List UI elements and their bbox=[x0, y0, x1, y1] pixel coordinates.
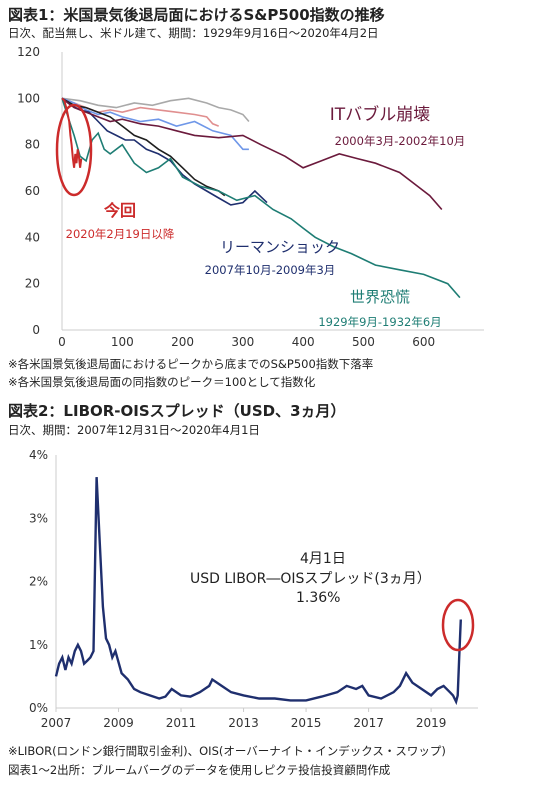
chart1-annotation-label: ITバブル崩壊 bbox=[330, 104, 430, 125]
chart2-x-tick-label: 2019 bbox=[416, 716, 447, 730]
chart2-annotation-date: 4月1日 bbox=[300, 551, 346, 567]
chart1-y-tick-label: 100 bbox=[17, 91, 40, 105]
chart2-y-tick-label: 0% bbox=[29, 701, 48, 715]
chart2-x-tick-label: 2009 bbox=[103, 716, 134, 730]
chart1-x-tick-label: 500 bbox=[352, 335, 375, 349]
chart1-title: 図表1：米国景気後退局面におけるS&P500指数の推移 bbox=[8, 6, 385, 24]
chart1-annotation-label: 世界恐慌 bbox=[350, 288, 410, 306]
chart1-x-tick-label: 0 bbox=[58, 335, 66, 349]
chart1-annotation-period: 2007年10月-2009年3月 bbox=[205, 263, 336, 277]
chart1-subtitle: 日次、配当無し、米ドル建て、期間：1929年9月16日～2020年4月2日 bbox=[8, 26, 379, 40]
chart1-series-dotcom bbox=[61, 97, 443, 211]
chart2-x-tick-label: 2017 bbox=[353, 716, 384, 730]
chart1-series-covid bbox=[61, 97, 83, 168]
chart2-plot: 0% 1% 2% 3% 4% 2007 2009 2011 2013 2015 2017 2019 bbox=[29, 448, 478, 730]
chart1-annotation-period: 2000年3月-2002年10月 bbox=[335, 134, 466, 148]
chart2-annotation-value: 1.36% bbox=[296, 590, 341, 606]
chart1-note-1: ※各米国景気後退局面におけるピークから底までのS&P500指数下落率 bbox=[8, 357, 374, 371]
chart1-y-tick-label: 40 bbox=[25, 230, 40, 244]
chart1-y-tick-label: 0 bbox=[32, 323, 40, 337]
chart1-series-black bbox=[61, 97, 226, 197]
chart2-x-tick-label: 2013 bbox=[228, 716, 259, 730]
chart1-y-tick-label: 120 bbox=[17, 45, 40, 59]
chart1-x-tick-label: 100 bbox=[111, 335, 134, 349]
chart1-x-tick-label: 200 bbox=[171, 335, 194, 349]
chart1-x-tick-label: 600 bbox=[412, 335, 435, 349]
chart2-y-tick-label: 4% bbox=[29, 448, 48, 462]
chart2-x-tick-label: 2015 bbox=[291, 716, 322, 730]
chart2-subtitle: 日次、期間：2007年12月31日～2020年4月1日 bbox=[8, 423, 260, 437]
chart2-x-tick-label: 2011 bbox=[166, 716, 197, 730]
chart1-y-tick-label: 60 bbox=[25, 184, 40, 198]
chart1-x-tick-label: 300 bbox=[231, 335, 254, 349]
chart2-annotation-label: USD LIBOR―OISスプレッド(3ヵ月） bbox=[190, 571, 431, 587]
chart2-title: 図表2：LIBOR-OISスプレッド（USD、3ヵ月） bbox=[8, 402, 346, 420]
chart1-y-tick-label: 80 bbox=[25, 138, 40, 152]
chart2-y-tick-label: 2% bbox=[29, 575, 48, 589]
chart1-series-gray bbox=[61, 97, 250, 123]
chart1-annotation-period: 2020年2月19日以降 bbox=[66, 227, 175, 241]
chart1-plot: 0 20 40 60 80 100 120 0 100 200 300 400 500 600 ITバブル崩… bbox=[17, 45, 484, 349]
chart1-note-2: ※各米国景気後退局面の同指数のピーク＝100として指数化 bbox=[8, 375, 316, 389]
chart1-series-ltblue bbox=[61, 97, 249, 151]
chart2-y-tick-label: 3% bbox=[29, 511, 48, 525]
chart1-annotation-label: 今回 bbox=[103, 201, 136, 220]
chart1-highlight-circle bbox=[55, 103, 93, 197]
chart2-y-tick-label: 1% bbox=[29, 638, 48, 652]
chart1-y-tick-label: 20 bbox=[25, 277, 40, 291]
chart2-highlight-circle bbox=[441, 598, 475, 652]
chart2-note-1: ※LIBOR(ロンドン銀行間取引金利)、OIS(オーバーナイト・インデックス・ス… bbox=[8, 744, 446, 758]
chart1-annotation-period: 1929年9月-1932年6月 bbox=[318, 315, 441, 329]
chart2-series-libor-ois bbox=[54, 477, 462, 706]
chart2-x-tick-label: 2007 bbox=[41, 716, 72, 730]
chart1-annotation-label: リーマンショック bbox=[220, 238, 340, 256]
chart1-x-tick-label: 400 bbox=[292, 335, 315, 349]
chart2-note-2: 図表1～2出所：ブルームバーグのデータを使用しピクテ投信投資顧問作成 bbox=[8, 763, 391, 777]
